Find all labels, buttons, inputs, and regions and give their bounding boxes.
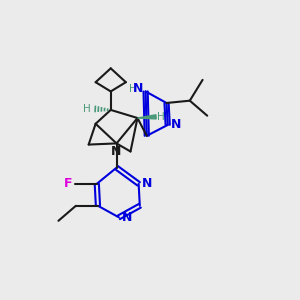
Text: N: N [170,118,181,131]
Text: H: H [129,84,136,94]
Text: H: H [158,112,165,122]
Text: F: F [63,177,72,190]
Text: N: N [133,82,143,95]
Polygon shape [137,115,156,119]
Text: N: N [122,211,132,224]
Text: N: N [141,177,152,190]
Text: H: H [83,104,91,114]
Text: N: N [111,145,122,158]
